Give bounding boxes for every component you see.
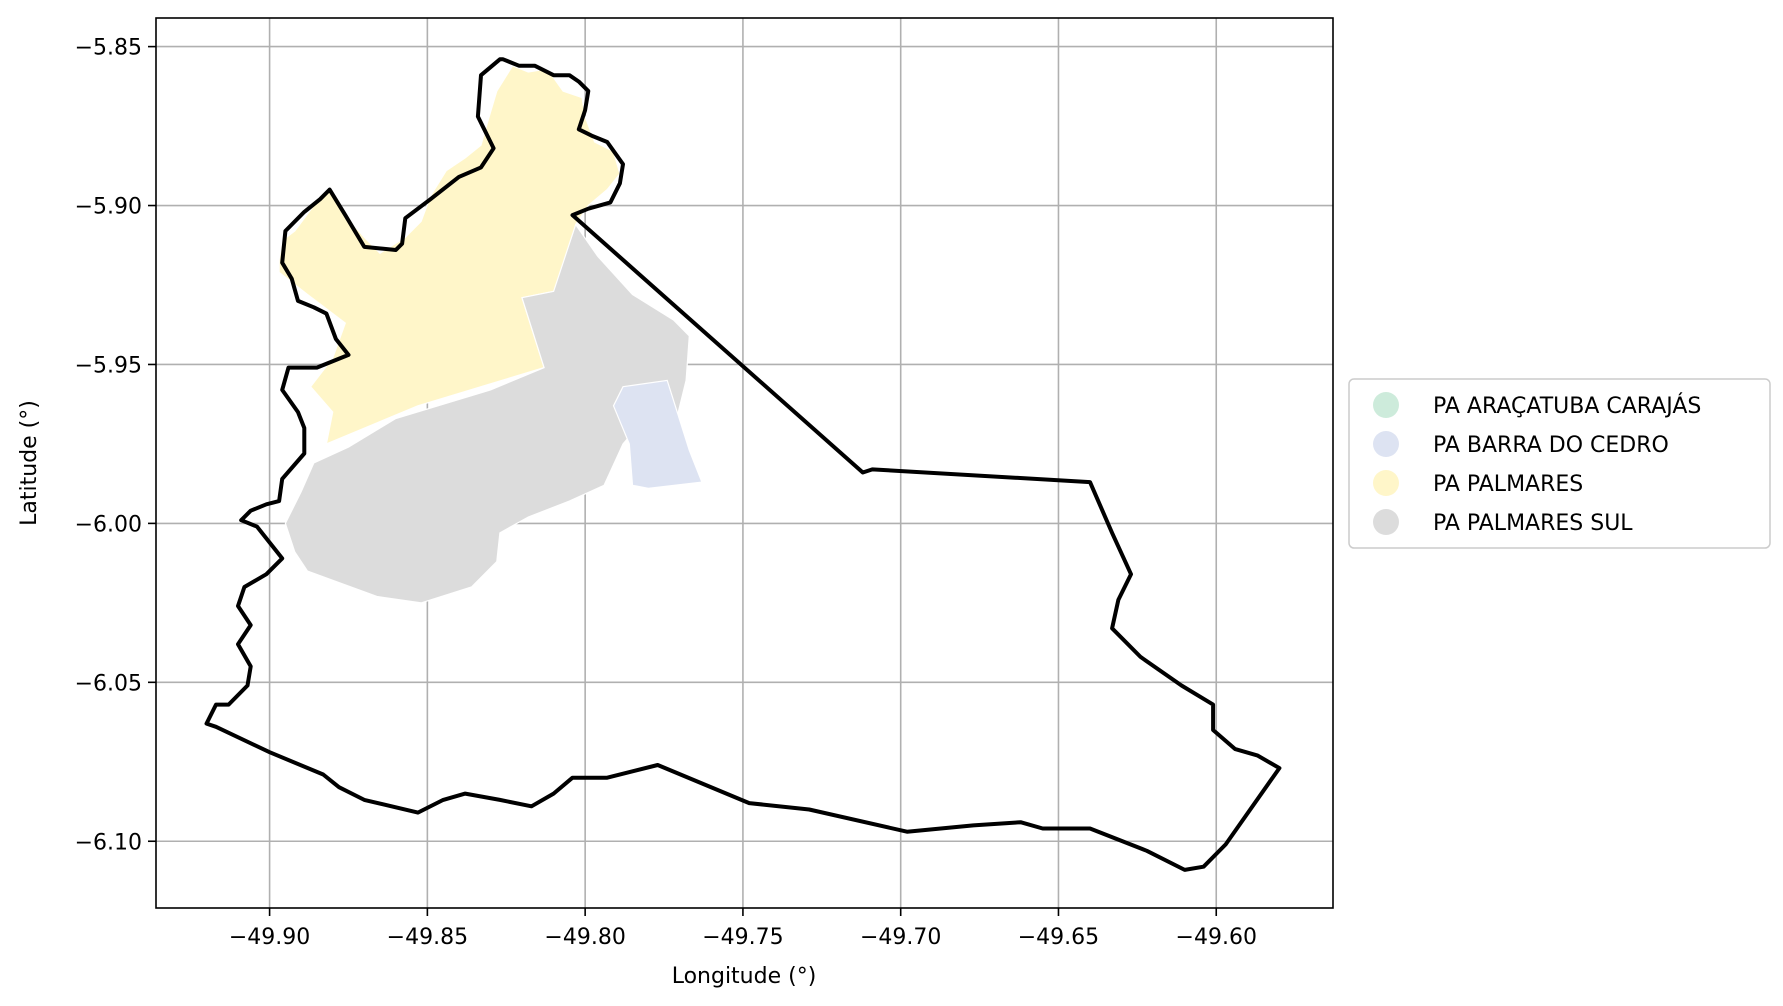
y-tick-label: −6.05 (75, 671, 142, 696)
x-tick-label: −49.75 (702, 925, 783, 950)
x-axis-ticks: −49.90 −49.85 −49.80 −49.75 −49.70 −49.65 −49.… (229, 908, 1257, 950)
legend-label: PA BARRA DO CEDRO (1433, 433, 1669, 458)
x-axis-label: Longitude (°) (672, 964, 817, 989)
legend-label: PA ARAÇATUBA CARAJÁS (1433, 393, 1701, 419)
region-pa-barra-do-cedro (612, 379, 703, 490)
legend: PA ARAÇATUBA CARAJÁS PA BARRA DO CEDRO PA … (1348, 378, 1771, 549)
x-tick-label: −49.70 (860, 925, 941, 950)
legend-label: PA PALMARES SUL (1433, 511, 1633, 536)
y-tick-label: −5.90 (75, 195, 142, 220)
boundary-layer (204, 57, 1282, 872)
y-axis-label: Latitude (°) (17, 400, 42, 526)
y-axis-ticks: −5.85 −5.90 −5.95 −6.00 −6.05 −6.10 (75, 36, 156, 855)
y-tick-label: −6.10 (75, 830, 142, 855)
legend-marker (1373, 431, 1399, 457)
y-tick-label: −5.95 (75, 353, 142, 378)
legend-marker (1373, 470, 1399, 496)
legend-label: PA PALMARES (1433, 472, 1583, 497)
legend-marker (1373, 509, 1399, 535)
x-tick-label: −49.60 (1176, 925, 1257, 950)
plot-frame (155, 17, 1334, 909)
x-tick-label: −49.85 (387, 925, 468, 950)
y-tick-label: −6.00 (75, 512, 142, 537)
legend-frame (1348, 378, 1771, 549)
x-tick-label: −49.65 (1018, 925, 1099, 950)
region-pa-palmares-sul (284, 223, 690, 604)
x-tick-label: −49.90 (229, 925, 310, 950)
legend-marker (1373, 392, 1399, 418)
x-tick-label: −49.80 (544, 925, 625, 950)
municipality-boundary (204, 57, 1282, 872)
y-tick-label: −5.85 (75, 36, 142, 61)
